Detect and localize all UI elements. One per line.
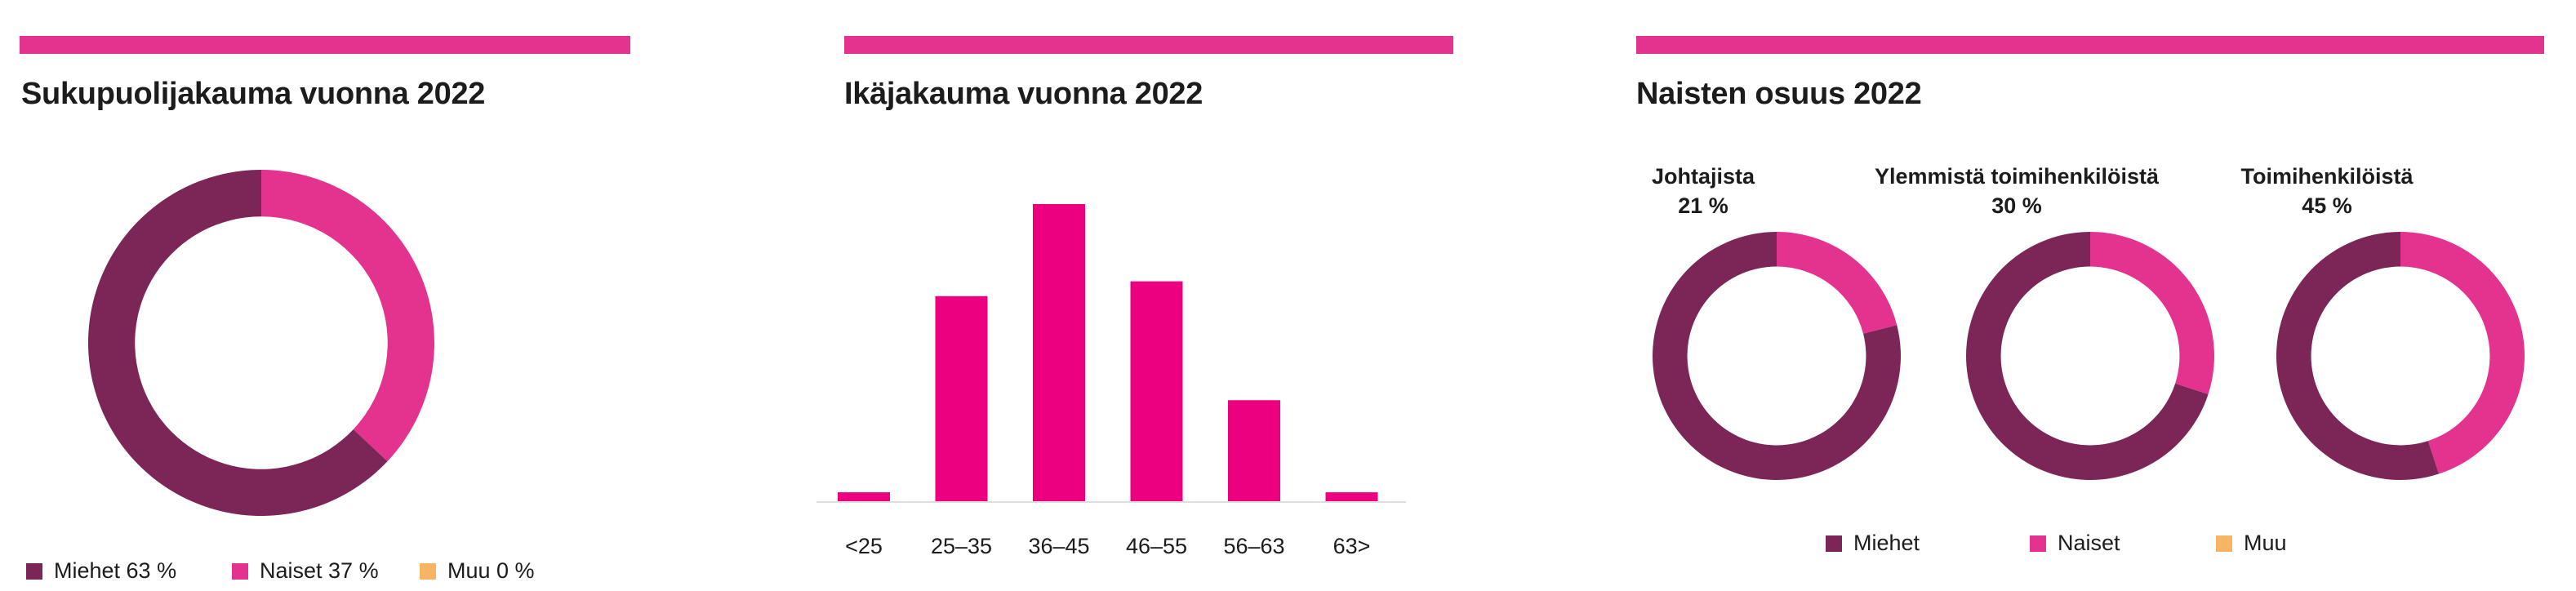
age-panel: Ikäjakauma vuonna 2022 <25 25–35 36–45 46–5… <box>816 0 1470 590</box>
age-bar-1 <box>935 296 988 501</box>
ylemmista-slice-naiset <box>2090 232 2214 394</box>
legend-label: Naiset <box>2058 531 2120 555</box>
age-bar-0 <box>838 492 890 501</box>
age-tick-label: 36–45 <box>1028 534 1089 558</box>
gender-panel: Sukupuolijakauma vuonna 2022 Miehet 63 %… <box>0 0 653 590</box>
donut-value: 30 % <box>1991 193 2042 218</box>
donut-title-ylemmista: Ylemmistä toimihenkilöistä 30 % <box>1845 162 2188 220</box>
donut-title-johtajista: Johtajista 21 % <box>1532 162 1875 220</box>
legend-label: Naiset 37 % <box>260 558 379 583</box>
legend-label: Muu <box>2244 531 2287 555</box>
donut-title-text: Ylemmistä toimihenkilöistä <box>1874 164 2160 189</box>
donut-chart-ylemmista <box>1966 232 2214 480</box>
gender-legend-miehet: Miehet 63 % <box>26 558 176 584</box>
legend-swatch <box>1826 535 1842 552</box>
women-legend-muu: Muu <box>2216 531 2287 556</box>
women-panel: Naisten osuus 2022 Johtajista 21 % Ylemm… <box>1625 0 2576 590</box>
gender-legend-naiset: Naiset 37 % <box>232 558 379 584</box>
women-accent-bar <box>1636 36 2544 54</box>
toimihenkiloista-slice-naiset <box>2400 232 2525 474</box>
gender-donut-chart <box>87 170 434 516</box>
legend-label: Miehet 63 % <box>54 558 177 583</box>
toimihenkiloista-slice-miehet <box>2276 232 2439 480</box>
gender-legend: Miehet 63 % Naiset 37 % Muu 0 % <box>0 558 653 591</box>
gender-slice-naiset <box>261 170 434 462</box>
age-bar-4 <box>1228 400 1280 501</box>
legend-label: Miehet <box>1853 531 1920 555</box>
age-tick-label: 25–35 <box>931 534 992 558</box>
age-tick-label: <25 <box>845 534 883 558</box>
women-legend-miehet: Miehet <box>1826 531 1920 556</box>
age-bar-3 <box>1130 281 1183 501</box>
legend-swatch <box>26 562 42 580</box>
age-bar-chart: <25 25–35 36–45 46–55 56–63 63> <box>816 204 1406 558</box>
legend-label: Muu 0 % <box>447 558 535 583</box>
age-accent-bar <box>844 36 1453 54</box>
donut-value: 21 % <box>1678 193 1728 218</box>
women-panel-title: Naisten osuus 2022 <box>1636 77 1922 111</box>
donut-chart-johtajista <box>1653 232 1901 480</box>
age-tick-label: 56–63 <box>1223 534 1284 558</box>
gender-accent-bar <box>20 36 630 54</box>
age-bar-5 <box>1325 492 1378 501</box>
johtajista-slice-naiset <box>1777 232 1898 334</box>
women-legend: Miehet Naiset Muu <box>1625 531 2576 563</box>
donut-value: 45 % <box>2302 193 2352 218</box>
gender-panel-title: Sukupuolijakauma vuonna 2022 <box>21 77 486 111</box>
age-bar-2 <box>1033 204 1085 501</box>
donut-title-text: Johtajista <box>1651 164 1755 189</box>
age-tick-label: 63> <box>1333 534 1371 558</box>
donut-title-text: Toimihenkilöistä <box>2240 164 2414 189</box>
donut-chart-toimihenkiloista <box>2276 232 2525 480</box>
women-legend-naiset: Naiset <box>2030 531 2120 556</box>
age-panel-title: Ikäjakauma vuonna 2022 <box>844 77 1203 111</box>
gender-slice-miehet <box>87 170 388 516</box>
legend-swatch <box>232 562 248 580</box>
legend-swatch <box>2030 535 2046 552</box>
legend-swatch <box>2216 535 2232 552</box>
age-tick-label: 46–55 <box>1126 534 1187 558</box>
gender-legend-muu: Muu 0 % <box>420 558 535 584</box>
donut-title-toimihenkiloista: Toimihenkilöistä 45 % <box>2156 162 2498 220</box>
legend-swatch <box>420 562 436 580</box>
